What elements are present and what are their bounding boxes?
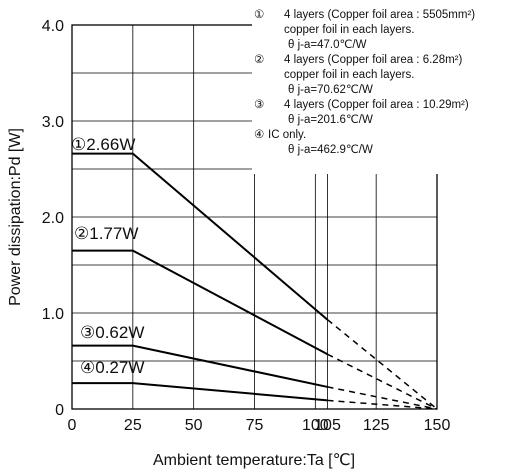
notes-legend: ① 4 layers (Copper foil area : 5505mm²) co…: [254, 9, 475, 156]
y-tick-label: 1.0: [42, 306, 64, 323]
note-2-marker: ②: [254, 54, 264, 66]
notes-background: [252, 2, 505, 174]
x-tick-label: 125: [363, 417, 390, 434]
note-2-line: copper foil in each layers.: [284, 69, 414, 81]
note-4-line: IC only.: [268, 129, 306, 141]
x-tick-label: 100: [302, 417, 329, 434]
note-4-marker: ④: [254, 129, 264, 141]
y-tick-label: 3.0: [42, 114, 64, 131]
x-tick-label: 105: [314, 417, 341, 434]
x-tick-label: 150: [424, 417, 451, 434]
y-tick-label: 4.0: [42, 18, 64, 35]
series-1-line: [72, 152, 329, 321]
note-3-line: 4 layers (Copper foil area : 10.29m²): [284, 99, 469, 111]
x-axis-label: Ambient temperature:Ta [℃]: [153, 452, 355, 469]
note-3-line: θ j-a=201.6℃/W: [288, 114, 373, 126]
note-1-line: 4 layers (Copper foil area : 5505mm²): [284, 9, 475, 21]
series-1-label: ①2.66W: [71, 135, 135, 154]
note-1-marker: ①: [254, 9, 264, 21]
x-tick-label: 75: [246, 417, 264, 434]
series-1-dashed: [327, 319, 438, 410]
series-4-dashed: [327, 399, 438, 410]
series-4-line: [72, 382, 328, 402]
series-group: [72, 152, 438, 410]
y-tick-label: 2.0: [42, 210, 64, 227]
x-tick-label: 25: [124, 417, 142, 434]
note-2-line: θ j-a=70.62℃/W: [288, 84, 373, 96]
series-2-line: [72, 249, 328, 356]
x-tick-label: 50: [185, 417, 203, 434]
y-tick-labels: 0 1.0 2.0 3.0 4.0: [42, 18, 64, 419]
note-1-line: copper foil in each layers.: [284, 24, 414, 36]
series-2-dashed: [327, 353, 438, 410]
note-4-line: θ j-a=462.9℃/W: [288, 144, 373, 156]
y-axis-label: Power dissipation:Pd [W]: [7, 128, 24, 306]
y-tick-label: 0: [55, 402, 64, 419]
series-2-label: ②1.77W: [74, 224, 138, 243]
note-1-line: θ j-a=47.0℃/W: [288, 39, 367, 51]
note-2-line: 4 layers (Copper foil area : 6.28m²): [284, 54, 462, 66]
series-3-line: [72, 344, 328, 388]
x-tick-label: 0: [68, 417, 77, 434]
note-3-marker: ③: [254, 99, 264, 111]
series-3-dashed: [327, 386, 438, 410]
series-3-label: ③0.62W: [80, 323, 144, 342]
series-4-label: ④0.27W: [80, 358, 144, 377]
series-labels: ①2.66W ②1.77W ③0.62W ④0.27W: [71, 135, 144, 377]
